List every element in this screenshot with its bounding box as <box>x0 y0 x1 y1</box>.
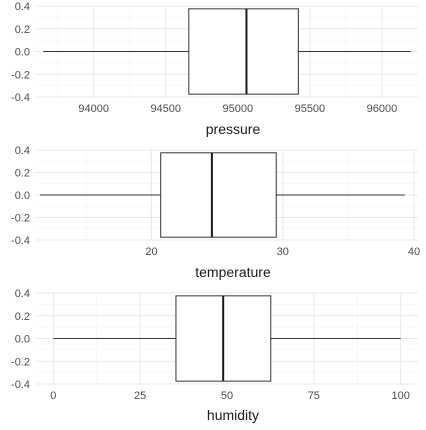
y-tick-label: 0.2 <box>15 24 30 36</box>
iqr-box <box>188 8 299 95</box>
x-tick-label: 94500 <box>150 103 181 115</box>
y-tick-label: 0.2 <box>15 168 30 180</box>
x-tick-label: 100 <box>391 390 409 402</box>
y-tick-label: -0.4 <box>11 235 30 247</box>
x-axis-title: pressure <box>206 121 261 137</box>
y-tick-label: -0.2 <box>11 213 30 225</box>
x-tick-label: 50 <box>221 390 233 402</box>
y-tick-label: -0.4 <box>11 92 30 104</box>
x-tick-label: 20 <box>145 246 157 258</box>
iqr-box <box>160 152 277 238</box>
x-tick-label: 96000 <box>367 103 398 115</box>
y-tick-label: -0.4 <box>11 379 30 391</box>
y-tick-label: 0.2 <box>15 311 30 323</box>
x-tick-label: 95500 <box>295 103 326 115</box>
humidity-panel: 0.4 0.2 0.0 -0.2 -0.4 0 25 50 75 100 humidity <box>11 288 418 423</box>
x-tick-label: 25 <box>134 390 146 402</box>
x-tick-label: 0 <box>50 390 56 402</box>
x-axis-title: temperature <box>195 264 271 280</box>
x-tick-label: 75 <box>308 390 320 402</box>
y-tick-label: 0.4 <box>15 288 30 300</box>
y-tick-label: 0.4 <box>15 145 30 157</box>
y-tick-label: -0.2 <box>11 69 30 81</box>
x-tick-label: 40 <box>408 246 420 258</box>
y-tick-label: -0.2 <box>11 356 30 368</box>
x-axis-title: humidity <box>207 407 259 423</box>
pressure-panel: 0.4 0.2 0.0 -0.2 -0.4 94000 94500 95000 95500 960… <box>11 1 419 137</box>
x-tick-label: 94000 <box>78 103 109 115</box>
y-tick-label: 0.4 <box>15 1 30 13</box>
y-tick-label: 0.0 <box>15 47 30 59</box>
y-tick-label: 0.0 <box>15 190 30 202</box>
y-tick-label: 0.0 <box>15 334 30 346</box>
x-tick-label: 95000 <box>223 103 254 115</box>
temperature-panel: 0.4 0.2 0.0 -0.2 -0.4 20 30 40 temperature <box>11 145 420 280</box>
x-tick-label: 30 <box>277 246 289 258</box>
